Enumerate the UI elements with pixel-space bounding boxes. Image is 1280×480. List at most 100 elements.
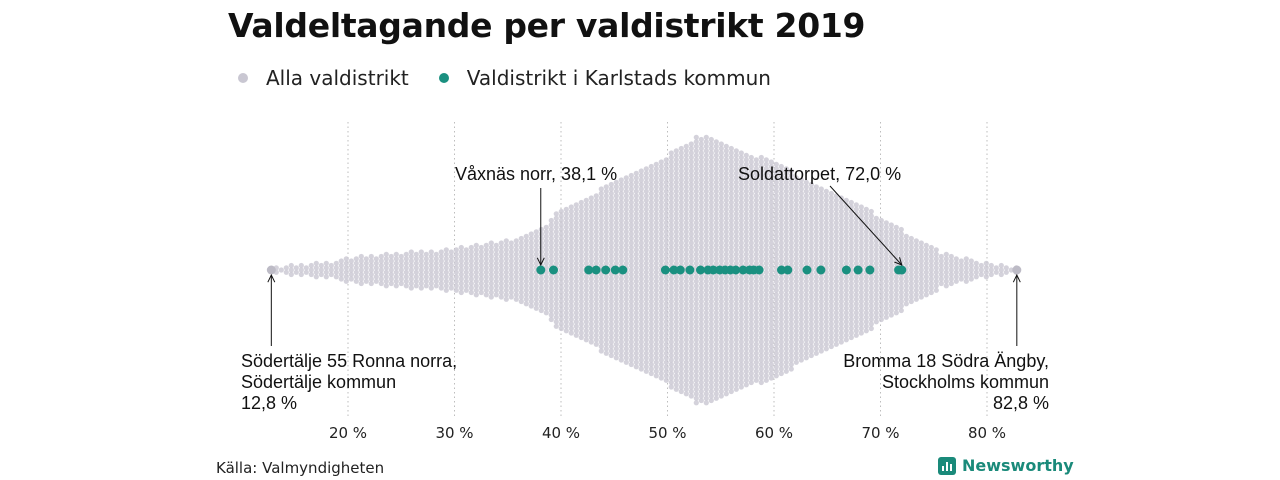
all-district-point (653, 193, 659, 199)
all-district-point (698, 303, 704, 309)
all-district-point (908, 244, 914, 251)
all-district-point (793, 278, 799, 284)
all-district-point (773, 301, 779, 307)
all-district-point (633, 328, 639, 334)
all-district-point (583, 323, 589, 329)
all-district-point (903, 260, 909, 266)
all-district-point (488, 285, 494, 291)
all-district-point (643, 278, 649, 284)
all-district-point (638, 352, 644, 359)
all-district-point (718, 370, 724, 377)
all-district-point (628, 271, 634, 278)
all-district-point (903, 283, 909, 289)
all-district-point (768, 231, 774, 237)
all-district-point (983, 274, 989, 280)
all-district-point (753, 224, 759, 230)
all-district-point (778, 213, 784, 219)
all-district-point (873, 242, 879, 248)
all-district-point (648, 276, 654, 282)
all-district-point (678, 235, 684, 242)
all-district-point (853, 242, 859, 248)
all-district-point (813, 323, 819, 329)
all-district-point (363, 265, 369, 271)
all-district-point (563, 328, 569, 334)
all-district-point (753, 175, 759, 181)
all-district-point (838, 289, 844, 296)
all-district-point (673, 305, 679, 311)
all-district-point (533, 238, 539, 244)
all-district-point (583, 215, 589, 221)
all-district-point (663, 260, 669, 266)
all-district-point (783, 283, 789, 289)
all-district-point (713, 395, 719, 401)
all-district-point (773, 184, 779, 190)
all-district-point (728, 249, 734, 255)
all-district-point (673, 175, 679, 181)
all-district-point (898, 303, 904, 309)
all-district-point (768, 343, 774, 350)
all-district-point (823, 319, 829, 325)
all-district-point (843, 238, 849, 244)
all-district-point (493, 269, 499, 275)
all-district-point (758, 154, 764, 161)
all-district-point (358, 271, 364, 278)
all-district-point (643, 332, 649, 338)
all-district-point (768, 303, 774, 309)
all-district-point (788, 348, 794, 354)
all-district-point (658, 204, 664, 210)
all-district-point (558, 316, 564, 323)
all-district-point (743, 175, 749, 181)
all-district-point (648, 307, 654, 314)
all-district-point (698, 208, 704, 215)
all-district-point (848, 244, 854, 251)
all-district-point (838, 285, 844, 291)
all-district-point (663, 332, 669, 338)
all-district-point (578, 204, 584, 210)
all-district-point (818, 235, 824, 242)
all-district-point (553, 314, 559, 320)
all-district-point (843, 283, 849, 289)
all-district-point (743, 224, 749, 230)
all-district-point (893, 283, 899, 289)
all-district-point (758, 181, 764, 188)
all-district-point (758, 159, 764, 165)
all-district-point (798, 352, 804, 359)
all-district-point (668, 195, 674, 201)
all-district-point (788, 186, 794, 192)
all-district-point (668, 339, 674, 345)
all-district-point (543, 301, 549, 307)
all-district-point (653, 179, 659, 185)
all-district-point (943, 274, 949, 280)
all-district-point (613, 319, 619, 325)
all-district-point (838, 217, 844, 224)
all-district-point (723, 274, 729, 280)
all-district-point (378, 253, 384, 260)
all-district-point (678, 145, 684, 152)
all-district-point (688, 280, 694, 287)
all-district-point (668, 285, 674, 291)
all-district-point (728, 321, 734, 327)
all-district-point (568, 253, 574, 260)
all-district-point (718, 208, 724, 215)
all-district-point (833, 211, 839, 217)
all-district-point (873, 229, 879, 235)
all-district-point (898, 298, 904, 305)
all-district-point (658, 348, 664, 354)
all-district-point (828, 199, 834, 206)
all-district-point (653, 319, 659, 325)
all-district-point (773, 319, 779, 325)
all-district-point (803, 332, 809, 338)
all-district-point (713, 391, 719, 397)
all-district-point (703, 251, 709, 257)
all-district-point (778, 226, 784, 233)
all-district-point (748, 289, 754, 296)
all-district-point (793, 220, 799, 226)
all-district-point (878, 222, 884, 228)
all-district-point (668, 312, 674, 318)
all-district-point (413, 274, 419, 280)
all-district-point (573, 287, 579, 293)
all-district-point (693, 251, 699, 257)
all-district-point (863, 319, 869, 325)
all-district-point (503, 287, 509, 293)
all-district-point (788, 213, 794, 219)
